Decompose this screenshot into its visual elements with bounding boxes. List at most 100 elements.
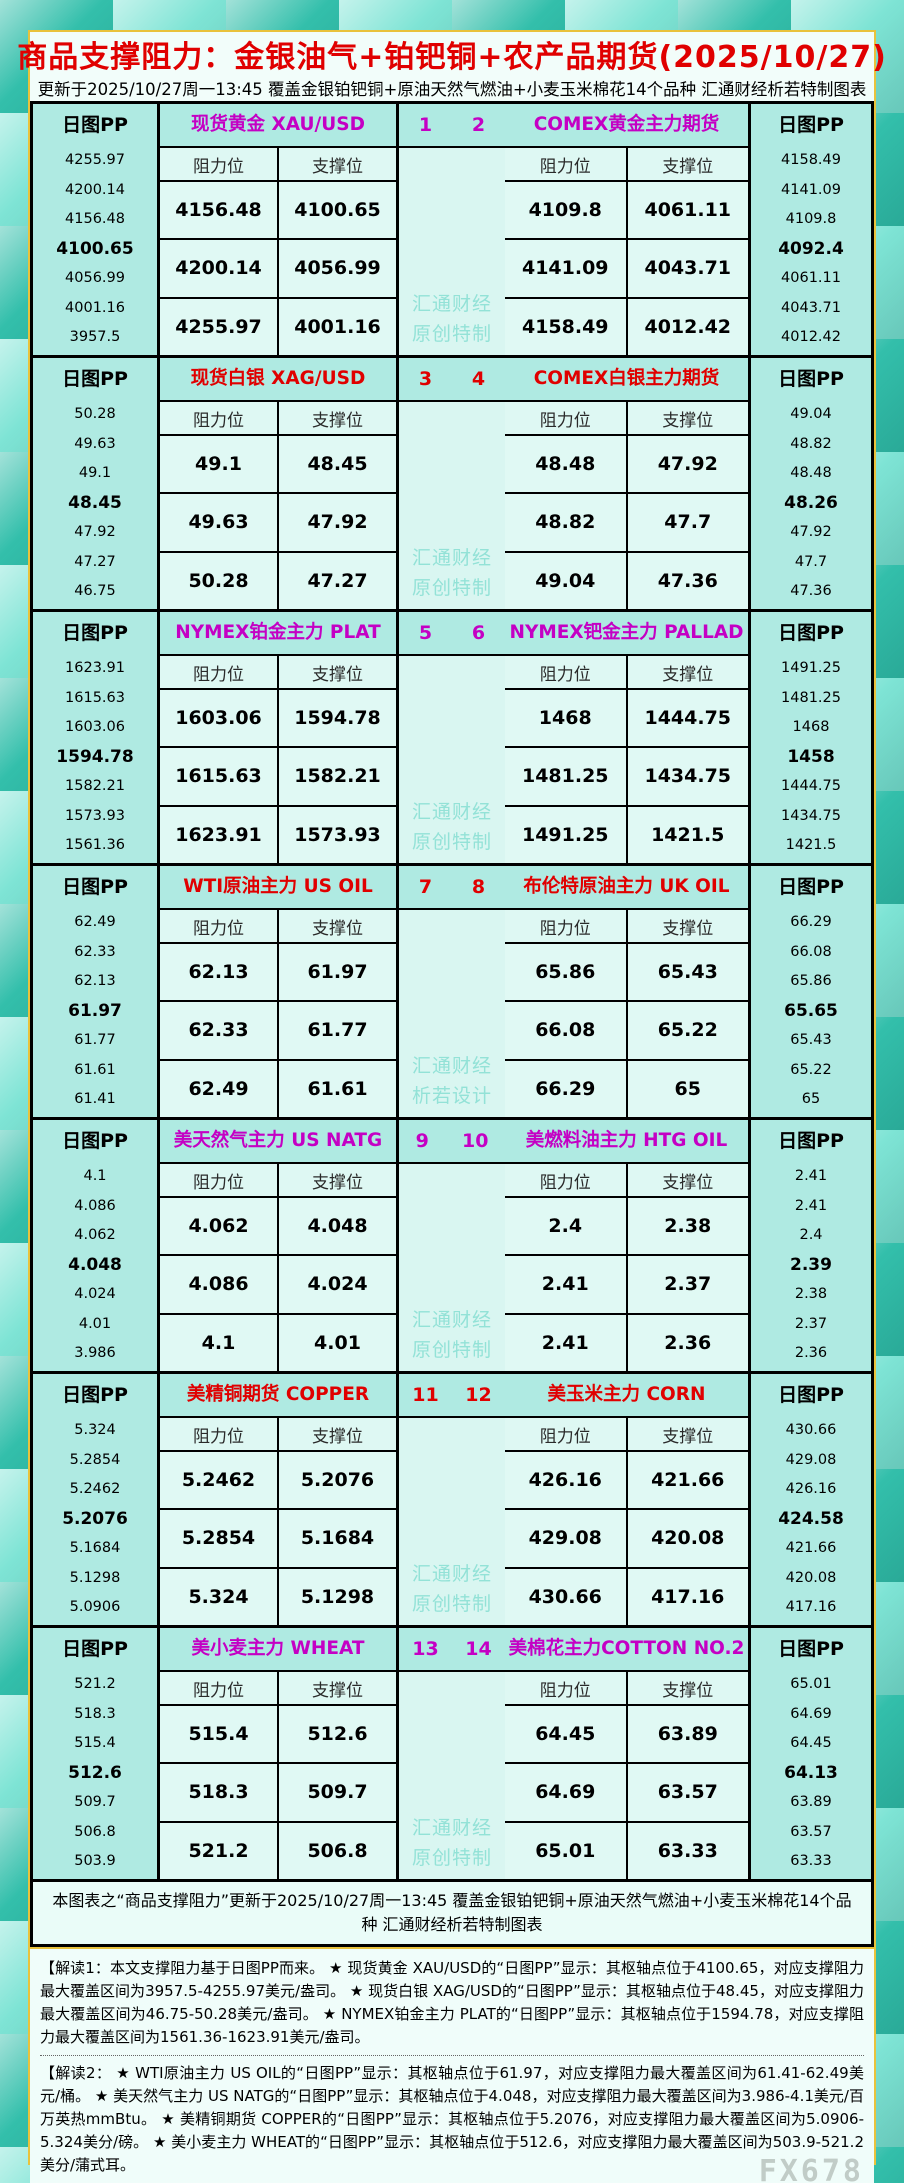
middle-column: 5 6 汇通财经 原创特制 xyxy=(399,612,505,863)
resistance-value: 4.1 xyxy=(160,1314,279,1371)
pp-value: 3957.5 xyxy=(69,329,121,345)
pp-value: 1603.06 xyxy=(65,719,125,735)
resistance-header: 阻力位 xyxy=(160,656,279,688)
resistance-value: 1603.06 xyxy=(160,690,279,747)
support-value: 5.2076 xyxy=(279,1452,396,1509)
resistance-value: 65.01 xyxy=(505,1822,628,1879)
instrument-title: 美精铜期货 COPPER xyxy=(160,1374,396,1416)
levels-table: 阻力位 支撑位 48.48 47.92 48.82 47.7 49.04 47.36 xyxy=(505,400,748,609)
panel-numbers: 11 12 xyxy=(399,1374,505,1418)
panel-number-right: 14 xyxy=(465,1638,492,1660)
commodity-row: 日图PP 1623.91 1615.63 1603.06 1594.78 1582.21 1… xyxy=(33,612,871,866)
watermark-line-2: 原创特制 xyxy=(411,1847,493,1869)
resistance-value: 4109.8 xyxy=(505,182,628,239)
pp-value: 64.69 xyxy=(790,1705,832,1722)
resistance-value: 430.66 xyxy=(505,1568,628,1625)
pp-value: 4141.09 xyxy=(781,181,841,198)
support-header: 支撑位 xyxy=(279,1418,396,1450)
levels-row: 4.1 4.01 xyxy=(160,1314,396,1371)
pp-value: 3.986 xyxy=(74,1345,116,1361)
pp-value: 426.16 xyxy=(785,1481,837,1497)
levels-row: 1491.25 1421.5 xyxy=(505,806,748,863)
levels-row: 2.41 2.37 xyxy=(505,1256,748,1315)
support-header: 支撑位 xyxy=(279,148,396,180)
pp-pivot-value: 424.58 xyxy=(778,1508,844,1529)
resistance-header: 阻力位 xyxy=(505,1418,628,1450)
pp-value: 2.41 xyxy=(794,1168,828,1184)
title-band: 商品支撑阻力：金银油气+铂钯铜+农产品期货(2025/10/27) xyxy=(17,32,886,76)
panel-number-right: 2 xyxy=(471,114,486,136)
dotted-divider xyxy=(40,2055,864,2056)
levels-row: 62.49 61.61 xyxy=(160,1060,396,1117)
resistance-value: 1623.91 xyxy=(160,806,279,863)
levels-header-row: 阻力位 支撑位 xyxy=(505,148,748,182)
panel-numbers: 13 14 xyxy=(399,1628,505,1672)
levels-row: 49.04 47.36 xyxy=(505,552,748,609)
support-value: 63.33 xyxy=(627,1822,748,1879)
pp-pivot-value: 5.2076 xyxy=(62,1508,128,1529)
support-header: 支撑位 xyxy=(279,656,396,688)
pp-value: 4.01 xyxy=(78,1315,112,1332)
watermark-line-1: 汇通财经 xyxy=(411,1817,493,1839)
support-value: 47.92 xyxy=(279,494,396,551)
levels-row: 62.13 61.97 xyxy=(160,944,396,1003)
support-header: 支撑位 xyxy=(627,148,748,180)
update-subtitle: 更新于2025/10/27周一13:45 覆盖金银铂钯铜+原油天然气燃油+小麦玉… xyxy=(37,80,867,99)
support-value: 421.66 xyxy=(627,1452,748,1509)
pp-value: 4200.14 xyxy=(65,181,125,198)
pp-column-left: 日图PP 5.324 5.2854 5.2462 5.2076 5.1684 5.1298 5… xyxy=(33,1374,157,1625)
support-value: 5.1684 xyxy=(279,1510,396,1567)
support-value: 63.89 xyxy=(627,1706,748,1763)
pp-header: 日图PP xyxy=(778,622,844,644)
pp-value: 63.33 xyxy=(790,1853,832,1869)
pp-value: 1561.36 xyxy=(65,837,125,853)
pp-header: 日图PP xyxy=(62,1638,128,1660)
support-value: 2.37 xyxy=(627,1256,748,1313)
commodity-row: 日图PP 5.324 5.2854 5.2462 5.2076 5.1684 5.1298 5… xyxy=(33,1374,871,1628)
panel-numbers: 9 10 xyxy=(399,1120,505,1164)
resistance-value: 4156.48 xyxy=(160,182,279,239)
resistance-value: 64.69 xyxy=(505,1764,628,1821)
support-value: 4100.65 xyxy=(279,182,396,239)
resistance-value: 2.4 xyxy=(505,1198,628,1255)
pp-value: 5.324 xyxy=(74,1422,116,1438)
page-title: 商品支撑阻力：金银油气+铂钯铜+农产品期货(2025/10/27) xyxy=(17,40,887,75)
brand-watermark: 汇通财经 原创特制 xyxy=(412,543,492,603)
pp-value: 4056.99 xyxy=(65,270,125,286)
pp-value: 62.33 xyxy=(74,943,116,960)
note-1: 【解读1：本文支撑阻力基于日图PP而来。 ★ 现货黄金 XAU/USD的“日图P… xyxy=(40,1959,864,2046)
levels-row: 1623.91 1573.93 xyxy=(160,806,396,863)
panel-number-left: 9 xyxy=(415,1130,429,1152)
pp-value: 1468 xyxy=(792,719,830,735)
pp-value: 47.92 xyxy=(74,524,116,540)
brand-watermark: 汇通财经 原创特制 xyxy=(412,1305,492,1365)
middle-column: 9 10 汇通财经 原创特制 xyxy=(399,1120,505,1371)
resistance-header: 阻力位 xyxy=(160,1164,279,1196)
pp-value: 65 xyxy=(801,1091,821,1107)
levels-row: 65.86 65.43 xyxy=(505,944,748,1003)
levels-row: 5.2462 5.2076 xyxy=(160,1452,396,1511)
resistance-value: 62.13 xyxy=(160,944,279,1001)
levels-row: 2.41 2.36 xyxy=(505,1314,748,1371)
pp-value: 4043.71 xyxy=(781,299,841,316)
levels-row: 4.062 4.048 xyxy=(160,1198,396,1257)
note-2: 【解读2： ★ WTI原油主力 US OIL的“日图PP”显示：其枢轴点位于61… xyxy=(40,2064,864,2174)
levels-row: 1481.25 1434.75 xyxy=(505,748,748,807)
pp-pivot-value: 65.65 xyxy=(784,1000,838,1021)
levels-table: 阻力位 支撑位 64.45 63.89 64.69 63.57 65.01 63.33 xyxy=(505,1670,748,1879)
resistance-value: 1481.25 xyxy=(505,748,628,805)
resistance-value: 49.63 xyxy=(160,494,279,551)
panel-number-left: 13 xyxy=(412,1638,439,1660)
support-value: 4043.71 xyxy=(627,240,748,297)
instrument-title: COMEX黄金主力期货 xyxy=(505,104,748,146)
pp-column-right: 日图PP 66.29 66.08 65.86 65.65 65.43 65.22 65 xyxy=(751,866,871,1117)
pp-column-right: 日图PP 65.01 64.69 64.45 64.13 63.89 63.57 63.33 xyxy=(751,1628,871,1879)
pp-value: 5.2462 xyxy=(69,1481,121,1497)
support-value: 4056.99 xyxy=(279,240,396,297)
levels-header-row: 阻力位 支撑位 xyxy=(160,402,396,436)
pp-value: 420.08 xyxy=(785,1569,837,1586)
pp-value: 49.63 xyxy=(74,435,116,452)
panel-number-left: 1 xyxy=(418,114,433,136)
pp-value: 61.41 xyxy=(74,1091,116,1107)
resistance-value: 49.04 xyxy=(505,552,628,609)
